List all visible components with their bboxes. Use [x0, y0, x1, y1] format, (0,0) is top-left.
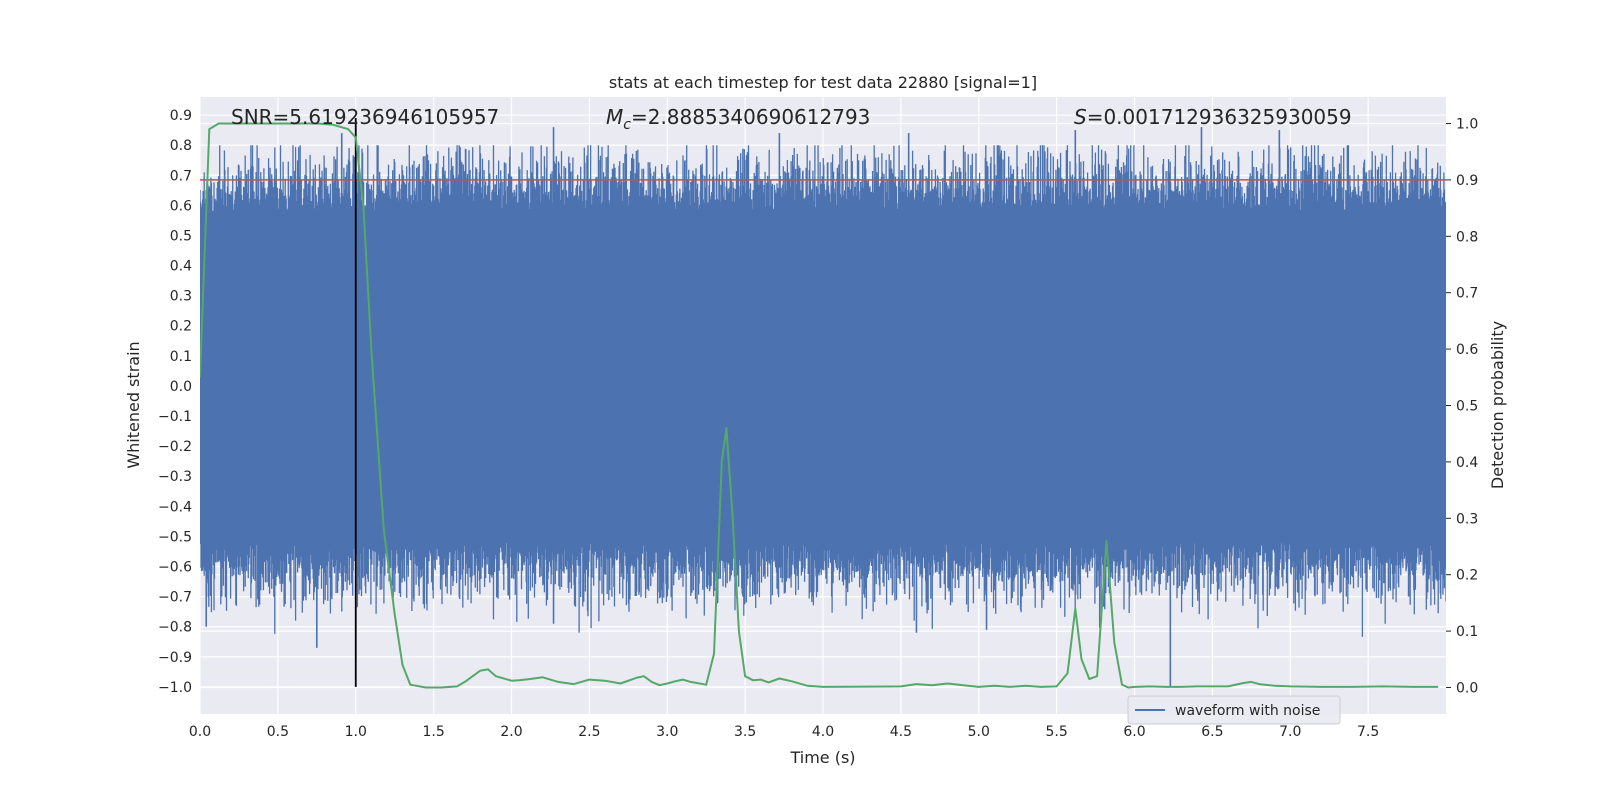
y2-axis-label: Detection probability	[1488, 321, 1507, 489]
y2-tick-label: 0.3	[1456, 511, 1478, 527]
y-tick-label: −0.9	[158, 650, 192, 666]
y-tick-label: −0.5	[158, 529, 192, 545]
mc-value: =2.8885340690612793	[631, 105, 870, 129]
y-tick-label: 0.6	[170, 198, 192, 214]
y-tick-label: −0.1	[158, 409, 192, 425]
x-tick-label: 4.5	[890, 724, 912, 740]
mc-annotation: Mc=2.8885340690612793	[606, 105, 870, 133]
x-tick-label: 0.0	[189, 724, 211, 740]
y-tick-label: 0.2	[170, 319, 192, 335]
s-annotation: S=0.001712936325930059	[1074, 105, 1352, 129]
overlay-lines	[200, 118, 1446, 687]
legend: waveform with noise	[1127, 695, 1341, 725]
legend-label: waveform with noise	[1175, 703, 1320, 719]
y-tick-label: −1.0	[158, 680, 192, 696]
tick-labels: 0.0 0.5 1.0 1.5 2.0 2.5 3.0 3.5 4.0 4.5 5.0 5.5 6.0 6…	[158, 108, 1478, 740]
x-axis-label: Time (s)	[789, 748, 855, 767]
x-tick-label: 1.0	[345, 724, 367, 740]
chart-title: stats at each timestep for test data 228…	[609, 73, 1037, 92]
probability-line	[200, 122, 1439, 689]
snr-annotation: SNR=5.619236946105957	[231, 105, 499, 129]
x-tick-label: 6.5	[1201, 724, 1223, 740]
y-tick-label: −0.8	[158, 620, 192, 636]
x-tick-label: 6.0	[1123, 724, 1145, 740]
s-value: =0.001712936325930059	[1087, 105, 1352, 129]
x-tick-label: 3.5	[734, 724, 756, 740]
waveform-core	[200, 295, 1446, 501]
y-tick-label: 0.7	[170, 168, 192, 184]
x-tick-label: 2.5	[578, 724, 600, 740]
x-tick-label: 2.0	[500, 724, 522, 740]
y-tick-label: 0.5	[170, 228, 192, 244]
y2-tick-label: 0.6	[1456, 342, 1478, 358]
y-axis-label: Whitened strain	[124, 341, 143, 468]
y-tick-label: 0.8	[170, 138, 192, 154]
y2-tick-label: 0.0	[1456, 680, 1478, 696]
probability-series	[200, 122, 1439, 689]
y-tick-label: 0.0	[170, 379, 192, 395]
x-tick-label: 1.5	[422, 724, 444, 740]
x-tick-label: 7.5	[1357, 724, 1379, 740]
y2-tick-label: 0.7	[1456, 286, 1478, 302]
y-tick-label: −0.6	[158, 560, 192, 576]
y-tick-label: 0.9	[170, 108, 192, 124]
y-tick-label: 0.3	[170, 289, 192, 305]
y-tick-label: −0.7	[158, 590, 192, 606]
x-tick-label: 3.0	[656, 724, 678, 740]
x-tick-label: 4.0	[812, 724, 834, 740]
y-tick-label: −0.2	[158, 439, 192, 455]
mc-symbol: M	[606, 105, 623, 129]
x-tick-label: 7.0	[1279, 724, 1301, 740]
y2-tick-label: 0.4	[1456, 455, 1478, 471]
mc-subscript: c	[623, 117, 631, 133]
waveform-series	[200, 127, 1446, 687]
y2-tick-label: 0.9	[1456, 173, 1478, 189]
y-tick-label: 0.4	[170, 259, 192, 275]
y-tick-label: 0.1	[170, 349, 192, 365]
y2-tick-label: 0.8	[1456, 229, 1478, 245]
y-tick-label: −0.4	[158, 499, 192, 515]
y2-tick-label: 0.1	[1456, 624, 1478, 640]
y2-tick-label: 0.5	[1456, 399, 1478, 415]
y-tick-label: −0.3	[158, 469, 192, 485]
x-tick-label: 0.5	[267, 724, 289, 740]
y2-tick-label: 1.0	[1456, 117, 1478, 133]
y2-tick-label: 0.2	[1456, 568, 1478, 584]
x-tick-label: 5.0	[968, 724, 990, 740]
legend-box	[1127, 695, 1341, 725]
s-symbol: S	[1074, 105, 1087, 129]
x-tick-label: 5.5	[1045, 724, 1067, 740]
